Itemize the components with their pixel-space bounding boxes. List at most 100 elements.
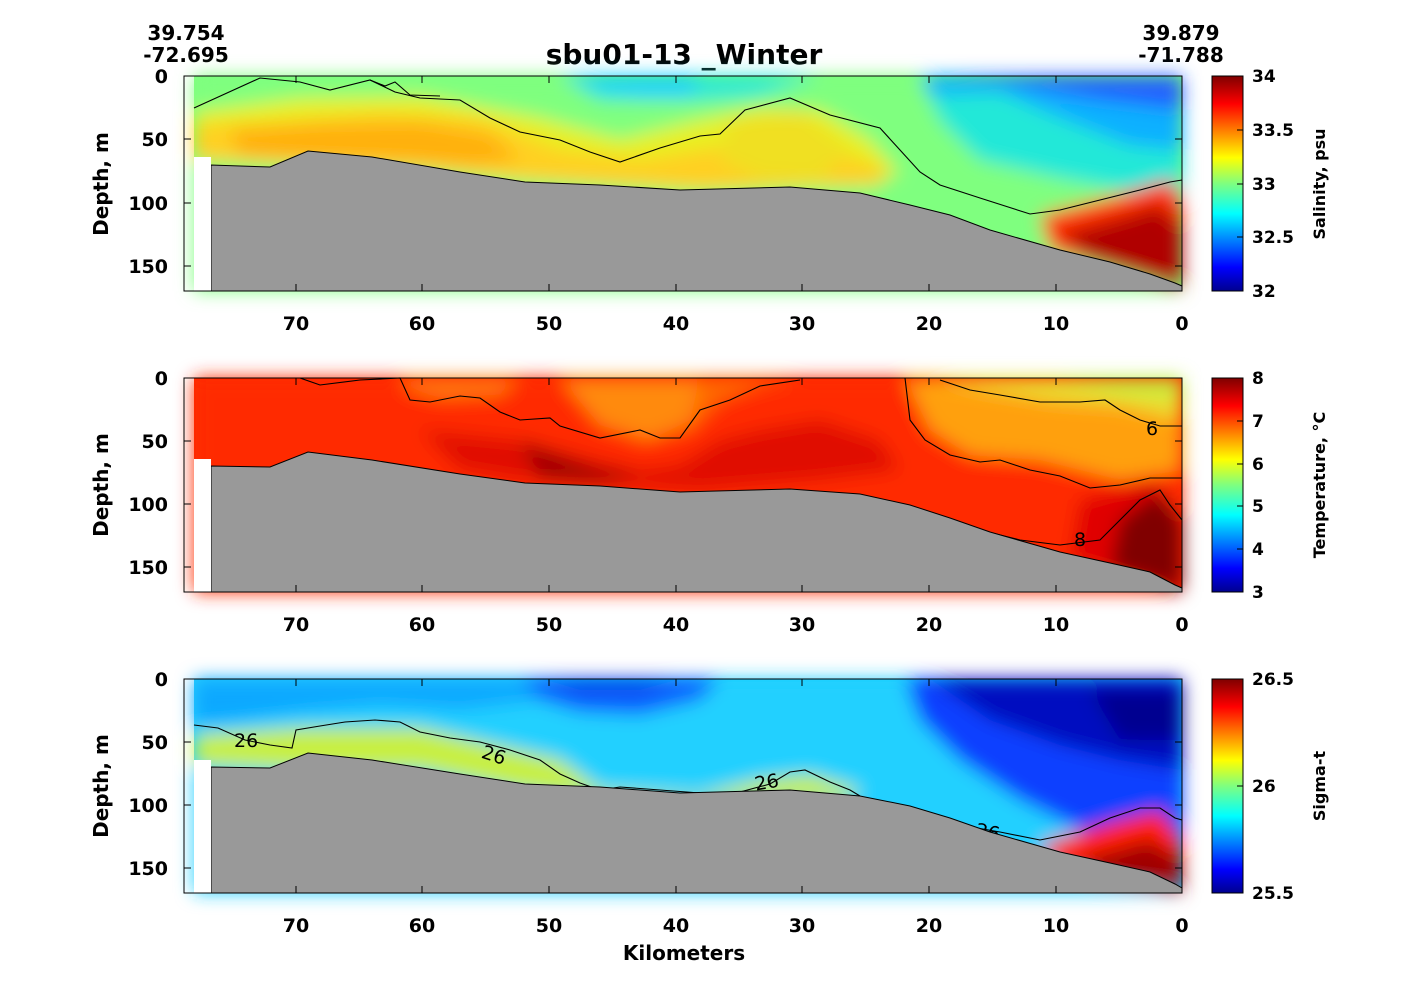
right-station-lat: 39.879 — [1142, 21, 1219, 45]
colorbar-tick-label: 7 — [1252, 412, 1264, 432]
salinity-colorbar-label: Salinity, psu — [1310, 128, 1329, 239]
sigma-t-bathymetry — [210, 752, 1183, 894]
temperature-panel: 6 8 70 60 50 40 30 20 10 0 0 50 100 150 — [89, 368, 1329, 636]
y-tick-label: 50 — [142, 732, 168, 754]
y-tick-label: 100 — [128, 193, 168, 215]
sigma-t-x-tick-labels: 70 60 50 40 30 20 10 0 — [283, 915, 1189, 937]
x-tick-label: 0 — [1175, 915, 1188, 937]
salinity-y-ticks — [184, 75, 1182, 267]
salinity-x-tick-labels: 70 60 50 40 30 20 10 0 — [283, 313, 1189, 335]
colorbar-tick-label: 8 — [1252, 369, 1264, 389]
colorbar-tick-label: 3 — [1252, 583, 1264, 603]
colorbar-tick-label: 5 — [1252, 497, 1264, 517]
sigma-t-y-tick-labels: 0 50 100 150 — [128, 669, 168, 880]
x-tick-label: 70 — [283, 614, 309, 636]
x-tick-label: 30 — [789, 915, 815, 937]
salinity-axes-frame — [183, 75, 1183, 292]
colorbar-tick-label: 32 — [1252, 282, 1276, 302]
temperature-x-ticks — [295, 378, 1057, 592]
colorbar-tick-label: 25.5 — [1252, 884, 1294, 904]
temperature-contour-6b — [939, 379, 1182, 427]
salinity-field — [194, 76, 1182, 291]
x-tick-label: 60 — [409, 614, 435, 636]
x-tick-label: 30 — [789, 313, 815, 335]
x-tick-label: 70 — [283, 915, 309, 937]
sigma-t-contour-26 — [193, 719, 861, 797]
salinity-contour-upper — [369, 79, 441, 97]
left-station-lon: -72.695 — [143, 43, 228, 67]
temperature-colorbar — [1211, 377, 1244, 593]
x-tick-label: 0 — [1175, 614, 1188, 636]
colorbar-tick-label: 32.5 — [1252, 228, 1294, 248]
salinity-y-tick-labels: 0 50 100 150 — [128, 66, 168, 278]
temperature-axes-frame — [183, 377, 1183, 593]
salinity-y-axis-label: Depth, m — [89, 132, 113, 236]
sigma-t-y-ticks — [184, 741, 1182, 869]
left-station-lat: 39.754 — [147, 21, 224, 45]
x-tick-label: 60 — [409, 313, 435, 335]
x-tick-label: 70 — [283, 313, 309, 335]
temperature-bathymetry — [210, 451, 1183, 593]
y-tick-label: 0 — [155, 66, 168, 88]
x-tick-label: 0 — [1175, 313, 1188, 335]
x-tick-label: 10 — [1043, 614, 1069, 636]
y-tick-label: 0 — [155, 368, 168, 390]
colorbar-tick-label: 26.5 — [1252, 670, 1294, 690]
x-tick-label: 50 — [536, 313, 562, 335]
temperature-contour-label: 8 — [1074, 529, 1086, 551]
x-tick-label: 60 — [409, 915, 435, 937]
x-tick-label: 40 — [663, 915, 689, 937]
temperature-y-ticks — [184, 440, 1182, 568]
y-tick-label: 100 — [128, 494, 168, 516]
colorbar-tick-label: 33.5 — [1252, 121, 1294, 141]
salinity-colorbar-ticks: 34 33.5 33 32.5 32 — [1237, 67, 1294, 302]
temperature-contour-8 — [979, 489, 1183, 546]
y-tick-label: 50 — [142, 431, 168, 453]
salinity-contour-lower — [193, 77, 1183, 215]
temperature-y-axis-label: Depth, m — [89, 433, 113, 537]
x-tick-label: 50 — [536, 614, 562, 636]
temperature-y-tick-labels: 0 50 100 150 — [128, 368, 168, 579]
y-tick-label: 0 — [155, 669, 168, 691]
x-tick-label: 10 — [1043, 915, 1069, 937]
colorbar-tick-label: 4 — [1252, 540, 1264, 560]
figure-title: sbu01-13 _Winter — [546, 38, 823, 71]
x-tick-label: 50 — [536, 915, 562, 937]
y-tick-label: 100 — [128, 795, 168, 817]
salinity-x-ticks — [295, 76, 1183, 291]
salinity-blank-gap — [194, 157, 211, 291]
salinity-bathymetry — [210, 150, 1183, 292]
sigma-t-contour-26-deep — [959, 807, 1183, 841]
temperature-blank-gap — [194, 459, 211, 592]
sigma-t-y-axis-label: Depth, m — [89, 734, 113, 838]
colorbar-tick-label: 33 — [1252, 175, 1276, 195]
temperature-contour-label: 6 — [1146, 418, 1158, 440]
colorbar-tick-label: 6 — [1252, 455, 1264, 475]
y-tick-label: 150 — [128, 557, 168, 579]
y-tick-label: 150 — [128, 858, 168, 880]
x-tick-label: 20 — [916, 313, 942, 335]
y-tick-label: 150 — [128, 256, 168, 278]
right-station-lon: -71.788 — [1138, 43, 1223, 67]
colorbar-tick-label: 34 — [1252, 67, 1276, 87]
temperature-contour-6 — [299, 377, 1182, 489]
temperature-colorbar-label: Temperature, °C — [1310, 412, 1329, 558]
y-tick-label: 50 — [142, 129, 168, 151]
sigma-t-colorbar-label: Sigma-t — [1310, 751, 1329, 822]
x-tick-label: 20 — [916, 614, 942, 636]
x-axis-label: Kilometers — [623, 941, 745, 965]
sigma-t-colorbar-ticks: 26.5 26 25.5 — [1237, 670, 1294, 904]
colorbar-tick-label: 26 — [1252, 777, 1276, 797]
salinity-panel: 70 60 50 40 30 20 10 0 0 50 100 150 Dept… — [89, 66, 1329, 335]
x-tick-label: 40 — [663, 614, 689, 636]
sigma-t-panel: 26 26 26 26 70 60 50 40 30 20 10 0 0 50 … — [89, 669, 1329, 937]
x-tick-label: 30 — [789, 614, 815, 636]
sigma-t-x-ticks — [295, 679, 1057, 893]
x-tick-label: 40 — [663, 313, 689, 335]
sigma-t-blank-gap — [194, 760, 211, 893]
sigma-t-axes-frame — [183, 678, 1183, 894]
temperature-colorbar-ticks: 8 7 6 5 4 3 — [1237, 369, 1264, 603]
temperature-x-tick-labels: 70 60 50 40 30 20 10 0 — [283, 614, 1189, 636]
sigma-t-contour-label: 26 — [234, 730, 258, 752]
